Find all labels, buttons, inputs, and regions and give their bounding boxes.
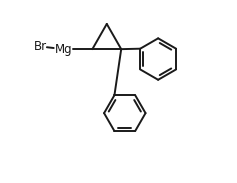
Text: Mg: Mg [55,43,72,56]
Text: Br: Br [34,40,47,53]
